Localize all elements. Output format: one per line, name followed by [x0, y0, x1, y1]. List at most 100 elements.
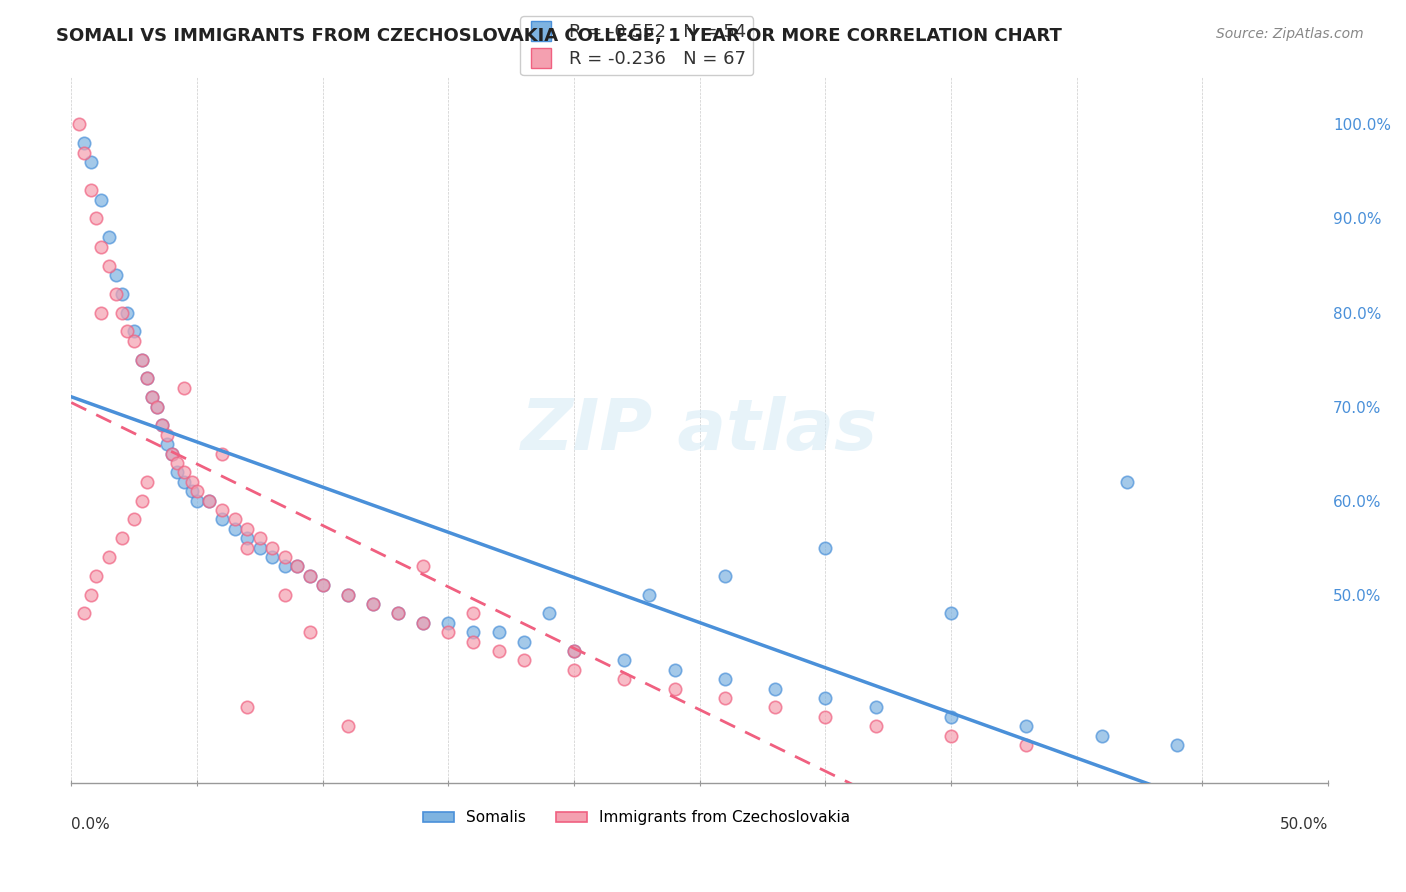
Point [145, 400, 167, 414]
Point [336, 588, 359, 602]
Point [236, 541, 259, 555]
Point [638, 588, 661, 602]
Point [412, 615, 434, 630]
Point [311, 578, 333, 592]
Point [156, 427, 179, 442]
Point [361, 597, 384, 611]
Point [1015, 719, 1038, 733]
Point [387, 607, 409, 621]
Point [613, 672, 636, 686]
Point [110, 531, 132, 545]
Point [80, 183, 103, 197]
Point [249, 541, 271, 555]
Point [714, 672, 737, 686]
Point [131, 493, 153, 508]
Point [437, 615, 460, 630]
Legend: Somalis, Immigrants from Czechoslovakia: Somalis, Immigrants from Czechoslovakia [418, 805, 856, 831]
Point [141, 390, 163, 404]
Text: 50.0%: 50.0% [1279, 817, 1329, 832]
Point [211, 512, 233, 526]
Point [86, 211, 108, 226]
Point [105, 286, 128, 301]
Point [97, 549, 120, 564]
Point [262, 541, 284, 555]
Point [131, 352, 153, 367]
Point [512, 634, 534, 648]
Point [156, 437, 179, 451]
Point [939, 607, 962, 621]
Point [236, 700, 259, 714]
Point [67, 118, 90, 132]
Point [166, 456, 188, 470]
Point [80, 155, 103, 169]
Point [299, 569, 322, 583]
Point [97, 230, 120, 244]
Point [562, 644, 585, 658]
Point [122, 324, 145, 338]
Point [463, 607, 485, 621]
Point [236, 531, 259, 545]
Point [537, 607, 560, 621]
Point [336, 719, 359, 733]
Point [198, 493, 221, 508]
Point [361, 597, 384, 611]
Point [80, 588, 103, 602]
Point [262, 549, 284, 564]
Point [336, 588, 359, 602]
Point [274, 559, 297, 574]
Point [412, 559, 434, 574]
Point [186, 493, 208, 508]
Point [488, 644, 510, 658]
Point [115, 324, 138, 338]
Point [224, 522, 246, 536]
Point [173, 381, 195, 395]
Point [110, 286, 132, 301]
Point [1091, 729, 1114, 743]
Point [437, 625, 460, 640]
Point [180, 475, 202, 489]
Text: SOMALI VS IMMIGRANTS FROM CZECHOSLOVAKIA COLLEGE, 1 YEAR OR MORE CORRELATION CHA: SOMALI VS IMMIGRANTS FROM CZECHOSLOVAKIA… [56, 27, 1062, 45]
Point [186, 484, 208, 499]
Point [131, 352, 153, 367]
Point [412, 615, 434, 630]
Point [236, 522, 259, 536]
Point [664, 681, 686, 696]
Point [160, 446, 183, 460]
Point [664, 663, 686, 677]
Point [73, 145, 96, 160]
Point [198, 493, 221, 508]
Point [141, 390, 163, 404]
Point [73, 136, 96, 151]
Point [110, 305, 132, 319]
Text: ZIP atlas: ZIP atlas [522, 395, 879, 465]
Point [814, 710, 837, 724]
Text: 0.0%: 0.0% [72, 817, 110, 832]
Point [814, 541, 837, 555]
Point [135, 371, 157, 385]
Point [311, 578, 333, 592]
Point [512, 653, 534, 667]
Point [1116, 475, 1139, 489]
Point [463, 625, 485, 640]
Point [145, 400, 167, 414]
Point [180, 484, 202, 499]
Point [97, 259, 120, 273]
Point [150, 418, 173, 433]
Point [274, 549, 297, 564]
Point [166, 466, 188, 480]
Point [90, 193, 112, 207]
Point [714, 569, 737, 583]
Point [1015, 738, 1038, 752]
Point [562, 644, 585, 658]
Point [299, 625, 322, 640]
Point [387, 607, 409, 621]
Text: Source: ZipAtlas.com: Source: ZipAtlas.com [1216, 27, 1364, 41]
Point [211, 503, 233, 517]
Point [135, 371, 157, 385]
Point [763, 700, 786, 714]
Point [90, 240, 112, 254]
Point [714, 691, 737, 706]
Point [122, 334, 145, 348]
Point [865, 700, 887, 714]
Point [763, 681, 786, 696]
